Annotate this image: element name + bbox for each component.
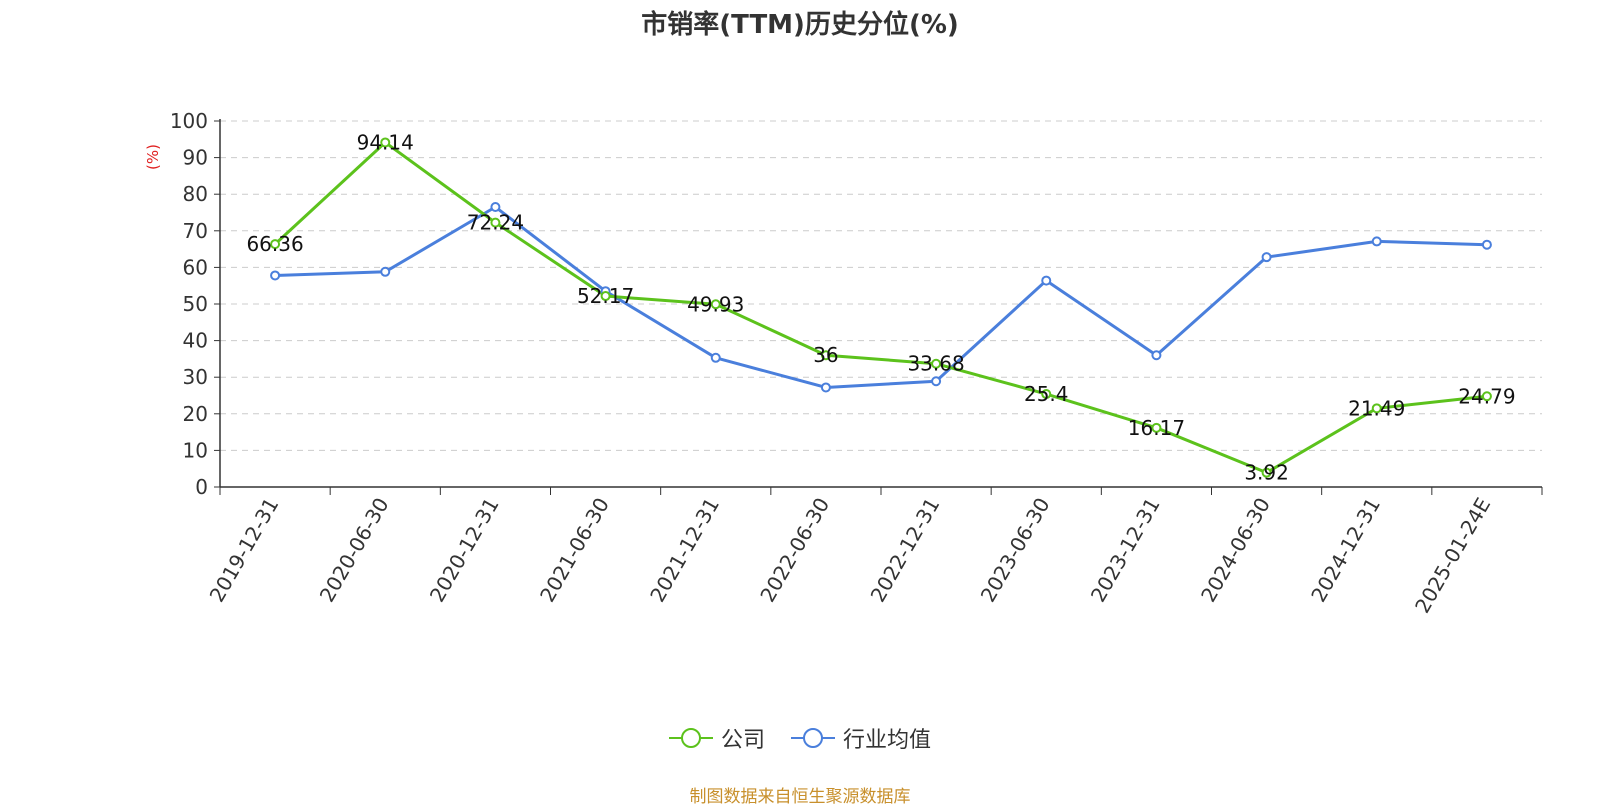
y-axis-label: (%) xyxy=(144,144,162,170)
data-label-company: 72.24 xyxy=(467,211,524,235)
y-tick-label: 60 xyxy=(183,255,208,279)
y-tick-label: 80 xyxy=(183,182,208,206)
y-tick-label: 20 xyxy=(183,402,208,426)
x-tick-label: 2025-01-24E xyxy=(1410,494,1495,618)
data-point-industry-avg xyxy=(490,202,501,213)
series-line-industry-avg xyxy=(275,205,1487,389)
data-point-company xyxy=(1041,389,1052,400)
data-point-company xyxy=(270,239,281,250)
data-point-industry-avg xyxy=(1371,236,1382,247)
x-tick-label: 2024-06-30 xyxy=(1196,494,1275,607)
data-point-company xyxy=(1481,391,1492,402)
data-point-company xyxy=(1261,467,1272,478)
data-label-company: 25.4 xyxy=(1024,382,1069,406)
chart-title: 市销率(TTM)历史分位(%) xyxy=(641,10,959,40)
data-label-company: 16.17 xyxy=(1128,416,1185,440)
data-label-company: 33.68 xyxy=(907,352,964,376)
x-tick-label: 2022-12-31 xyxy=(866,493,945,606)
x-tick-label: 2024-12-31 xyxy=(1306,494,1385,607)
x-tick-label: 2021-06-30 xyxy=(535,494,614,607)
y-tick-label: 10 xyxy=(183,438,208,462)
x-tick-label: 2023-06-30 xyxy=(976,494,1055,607)
legend-label-industry-avg: 行业均值 xyxy=(843,728,932,753)
y-tick-label: 100 xyxy=(170,109,208,133)
data-point-company xyxy=(1371,403,1382,414)
data-point-company xyxy=(600,291,611,302)
legend-line-circle-icon xyxy=(668,728,713,748)
data-point-industry-avg xyxy=(710,352,721,363)
data-point-company xyxy=(490,217,501,228)
y-tick-label: 40 xyxy=(183,329,208,353)
data-label-company: 52.17 xyxy=(577,284,634,308)
data-point-company xyxy=(1151,422,1162,433)
data-point-industry-avg xyxy=(380,266,391,277)
x-tick-label: 2019-12-31 xyxy=(205,494,284,607)
legend-label-company: 公司 xyxy=(720,728,765,753)
data-point-industry-avg xyxy=(270,270,281,281)
legend-item-industry-avg[interactable]: 行业均值 xyxy=(791,722,931,754)
y-tick-label: 30 xyxy=(183,365,208,389)
data-point-industry-avg xyxy=(931,376,942,387)
legend-line-circle-icon xyxy=(791,728,835,748)
series-line-company xyxy=(274,140,1488,475)
data-point-industry-avg xyxy=(1481,239,1492,250)
data-label-company: 49.93 xyxy=(687,292,744,316)
x-tick-label: 2020-06-30 xyxy=(315,494,394,607)
data-label-company: 66.36 xyxy=(246,232,303,256)
series-points xyxy=(270,137,1492,478)
data-point-industry-avg xyxy=(1261,252,1272,263)
data-point-company xyxy=(380,137,391,148)
data-labels: 66.36 94.14 72.24 52.17 49.93 36 33.68 25.4 16.1… xyxy=(246,130,1515,484)
data-label-company: 24.79 xyxy=(1458,384,1515,408)
grid-lines xyxy=(220,120,1542,451)
data-label-company: 94.14 xyxy=(357,130,414,154)
data-point-company xyxy=(931,358,942,369)
data-point-company xyxy=(820,350,831,361)
data-label-company: 21.49 xyxy=(1348,396,1405,420)
y-tick-label: 50 xyxy=(183,292,208,316)
axes: 0 10 20 30 40 50 60 70 80 90 100 2019-12-31 2020-06-… xyxy=(170,109,1543,618)
x-tick-label: 2020-12-31 xyxy=(425,493,504,606)
data-point-company xyxy=(710,299,721,310)
data-point-industry-avg xyxy=(820,382,831,393)
y-tick-label: 0 xyxy=(195,475,208,499)
data-point-industry-avg xyxy=(1041,275,1052,286)
source-note: 制图数据来自恒生聚源数据库 xyxy=(689,787,911,807)
y-tick-label: 90 xyxy=(183,146,208,170)
data-label-company: 36 xyxy=(813,343,838,367)
y-tick-label: 70 xyxy=(183,219,208,243)
data-point-industry-avg xyxy=(1151,350,1162,361)
x-tick-label: 2022-06-30 xyxy=(755,494,834,607)
legend: 公司 行业均值 xyxy=(0,722,1600,754)
data-label-company: 3.92 xyxy=(1244,461,1289,485)
x-tick-label: 2023-12-31 xyxy=(1086,494,1165,607)
series-lines xyxy=(274,140,1488,475)
legend-item-company[interactable]: 公司 xyxy=(668,722,765,754)
x-tick-label: 2021-12-31 xyxy=(645,494,724,607)
